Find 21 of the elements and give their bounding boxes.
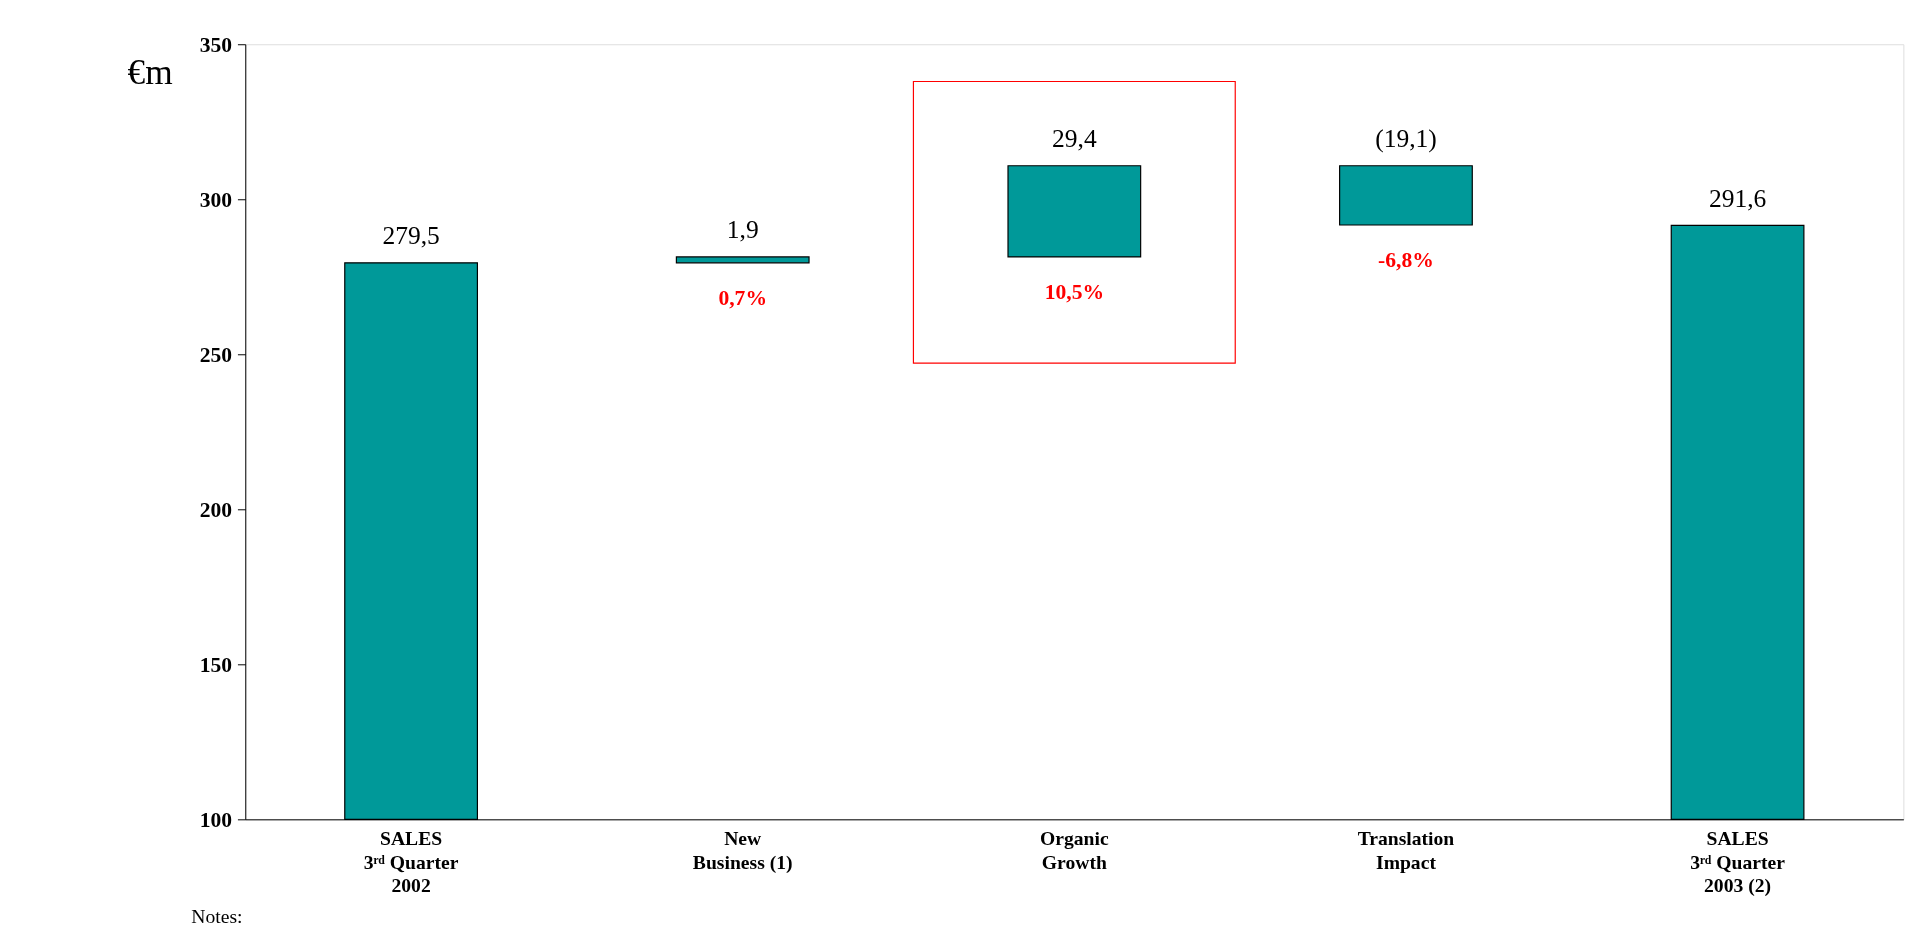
y-tick-label: 350 bbox=[199, 32, 233, 57]
x-tick-label: Organic Growth bbox=[1040, 828, 1109, 873]
y-tick-label: 150 bbox=[199, 652, 233, 677]
data-label: (19,1) bbox=[1375, 124, 1437, 154]
x-tick-label: Translation Impact bbox=[1357, 828, 1455, 873]
y-tick-label: 200 bbox=[199, 497, 233, 522]
annotation: -6,8% bbox=[1378, 248, 1434, 273]
y-tick-label: 100 bbox=[199, 807, 233, 832]
y-tick-label: 250 bbox=[199, 342, 233, 367]
data-label: 279,5 bbox=[382, 221, 440, 251]
y-tick-label: 300 bbox=[199, 187, 233, 212]
data-label: 291,6 bbox=[1708, 183, 1767, 213]
annotation: 10,5% bbox=[1044, 280, 1104, 305]
y-axis-title: €m bbox=[127, 53, 173, 93]
x-tick-label: New Business (1) bbox=[692, 828, 793, 874]
text: Notes: bbox=[191, 906, 243, 928]
data-label: 1,9 bbox=[726, 215, 759, 245]
x-tick-label: SALES 3ʳᵈ Quarter 2003 (2) bbox=[1690, 828, 1786, 898]
annotation: 0,7% bbox=[718, 286, 767, 311]
x-tick-label: SALES 3ʳᵈ Quarter 2002 bbox=[363, 828, 459, 897]
data-label: 29,4 bbox=[1052, 124, 1097, 154]
